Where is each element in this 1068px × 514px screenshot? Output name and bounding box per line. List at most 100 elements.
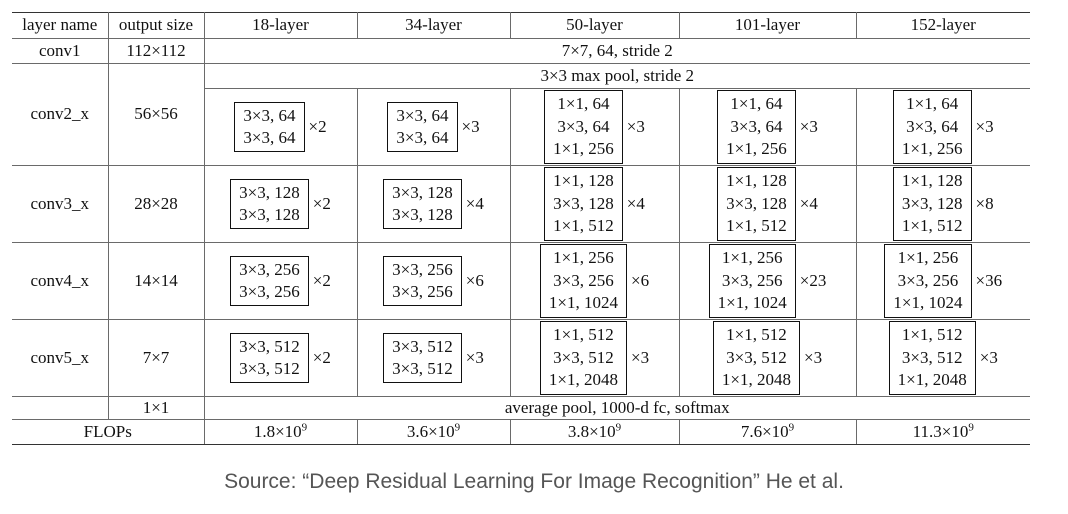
block-layer-line: 1×1, 128 [901,171,963,191]
bracket-matrix: 1×1, 256 3×3, 256 1×1, 1024 ×23 [708,244,826,318]
flops-152-layer: 11.3×109 [855,419,1030,445]
conv3-name: conv3_x [12,165,109,243]
header-row: layer name output size 18-layer 34-layer… [12,12,1030,39]
block-multiplier: ×3 [804,347,823,367]
source-caption: Source: “Deep Residual Learning For Imag… [224,470,844,493]
conv3-152-layer-block: 1×1, 128 3×3, 128 1×1, 512 ×8 [855,165,1030,243]
bracket: 3×3, 64 3×3, 64 [387,101,458,153]
bracket: 1×1, 128 3×3, 128 1×1, 512 [544,167,623,241]
bracket: 3×3, 128 3×3, 128 [383,178,462,230]
bracket: 3×3, 512 3×3, 512 [230,332,309,384]
resnet-architecture-table: layer name output size 18-layer 34-layer… [12,12,1030,445]
conv3-34-layer-block: 3×3, 128 3×3, 128 ×4 [356,165,511,243]
bracket-matrix: 1×1, 128 3×3, 128 1×1, 512 ×4 [544,167,645,241]
block-multiplier: ×2 [312,347,331,367]
final-spec: average pool, 1000-d fc, softmax [203,396,1030,420]
bracket-matrix: 1×1, 64 3×3, 64 1×1, 256 ×3 [717,90,818,164]
block-layer-line: 3×3, 64 [557,116,610,136]
conv3-101-layer-block: 1×1, 128 3×3, 128 1×1, 512 ×4 [678,165,857,243]
block-layer-line: 3×3, 512 [901,347,963,367]
block-multiplier: ×8 [975,193,994,213]
header-output-size: output size [107,12,205,39]
block-layer-line: 1×1, 256 [897,248,959,268]
block-layer-line: 1×1, 2048 [548,370,618,390]
conv2-name: conv2_x [12,63,109,166]
block-multiplier: ×3 [799,116,818,136]
flops-mantissa: 7.6×10 [740,421,789,441]
bracket: 1×1, 128 3×3, 128 1×1, 512 [717,167,796,241]
bracket: 3×3, 256 3×3, 256 [383,255,462,307]
block-multiplier: ×4 [465,193,484,213]
bracket-matrix: 1×1, 512 3×3, 512 1×1, 2048 ×3 [712,321,823,395]
header-18-layer: 18-layer [203,12,358,39]
bracket: 1×1, 256 3×3, 256 1×1, 1024 [539,244,628,318]
final-row: 1×1 average pool, 1000-d fc, softmax [12,396,1030,420]
bracket-matrix: 1×1, 256 3×3, 256 1×1, 1024 ×36 [884,244,1003,318]
block-multiplier: ×2 [312,270,331,290]
block-layer-line: 1×1, 512 [901,216,963,236]
bracket-matrix: 1×1, 256 3×3, 256 1×1, 1024 ×6 [539,244,649,318]
conv4-101-layer-block: 1×1, 256 3×3, 256 1×1, 1024 ×23 [678,242,857,320]
block-layer-line: 1×1, 256 [553,139,614,159]
conv5-name: conv5_x [12,319,109,397]
flops-exponent: 9 [454,421,461,433]
block-layer-line: 3×3, 128 [392,182,453,202]
block-layer-line: 1×1, 64 [906,94,959,114]
block-layer-line: 1×1, 512 [553,216,614,236]
block-layer-line: 3×3, 256 [553,270,614,290]
block-multiplier: ×4 [799,193,818,213]
conv5-34-layer-block: 3×3, 512 3×3, 512 ×3 [356,319,511,397]
conv3-row: conv3_x 28×28 3×3, 128 3×3, 128 ×2 3×3, 128… [12,165,1030,243]
conv3-size: 28×28 [107,165,205,243]
flops-mantissa: 3.6×10 [406,421,455,441]
header-152-layer: 152-layer [855,12,1030,39]
header-layer-name: layer name [12,12,109,39]
bracket: 1×1, 512 3×3, 512 1×1, 2048 [712,321,801,395]
block-layer-line: 3×3, 512 [239,336,300,356]
conv4-152-layer-block: 1×1, 256 3×3, 256 1×1, 1024 ×36 [855,242,1030,320]
block-layer-line: 3×3, 256 [239,259,300,279]
block-multiplier: ×36 [975,270,1003,290]
conv4-size: 14×14 [107,242,205,320]
bracket-matrix: 1×1, 128 3×3, 128 1×1, 512 ×4 [717,167,818,241]
block-layer-line: 3×3, 64 [243,128,296,147]
block-layer-line: 3×3, 256 [721,270,783,290]
conv5-152-layer-block: 1×1, 512 3×3, 512 1×1, 2048 ×3 [855,319,1030,397]
conv2-50-layer-block: 1×1, 64 3×3, 64 1×1, 256 ×3 [509,88,680,166]
block-layer-line: 3×3, 512 [392,336,453,356]
flops-exponent: 9 [301,421,308,433]
block-layer-line: 3×3, 256 [392,259,453,279]
flops-mantissa: 3.8×10 [567,421,616,441]
block-multiplier: ×4 [626,193,645,213]
conv2-101-layer-block: 1×1, 64 3×3, 64 1×1, 256 ×3 [678,88,857,166]
block-layer-line: 3×3, 128 [392,205,453,224]
block-layer-line: 1×1, 128 [726,171,787,191]
block-multiplier: ×3 [975,116,994,136]
block-layer-line: 3×3, 512 [726,347,787,367]
conv1-name: conv1 [12,38,109,64]
bracket-matrix: 1×1, 64 3×3, 64 1×1, 256 ×3 [544,90,645,164]
block-layer-line: 1×1, 512 [726,325,787,345]
flops-101-layer: 7.6×109 [678,419,857,445]
block-layer-line: 1×1, 256 [721,248,783,268]
bracket-matrix: 1×1, 64 3×3, 64 1×1, 256 ×3 [892,90,994,164]
block-layer-line: 1×1, 128 [553,171,614,191]
conv5-18-layer-block: 3×3, 512 3×3, 512 ×2 [203,319,358,397]
block-layer-line: 3×3, 128 [901,193,963,213]
conv4-50-layer-block: 1×1, 256 3×3, 256 1×1, 1024 ×6 [509,242,680,320]
block-layer-line: 1×1, 256 [553,248,614,268]
bracket-matrix: 3×3, 128 3×3, 128 ×4 [383,178,484,230]
conv4-34-layer-block: 3×3, 256 3×3, 256 ×6 [356,242,511,320]
bracket-matrix: 3×3, 512 3×3, 512 ×2 [230,332,331,384]
conv4-row: conv4_x 14×14 3×3, 256 3×3, 256 ×2 3×3, 256… [12,242,1030,320]
block-layer-line: 3×3, 64 [396,105,449,125]
conv5-101-layer-block: 1×1, 512 3×3, 512 1×1, 2048 ×3 [678,319,857,397]
header-50-layer: 50-layer [509,12,680,39]
conv3-18-layer-block: 3×3, 128 3×3, 128 ×2 [203,165,358,243]
bracket: 1×1, 256 3×3, 256 1×1, 1024 [884,244,972,318]
bracket: 1×1, 64 3×3, 64 1×1, 256 [717,90,796,164]
block-layer-line: 3×3, 64 [243,105,296,125]
bracket: 3×3, 128 3×3, 128 [230,178,309,230]
block-layer-line: 3×3, 128 [726,193,787,213]
block-layer-line: 1×1, 1024 [893,293,963,313]
